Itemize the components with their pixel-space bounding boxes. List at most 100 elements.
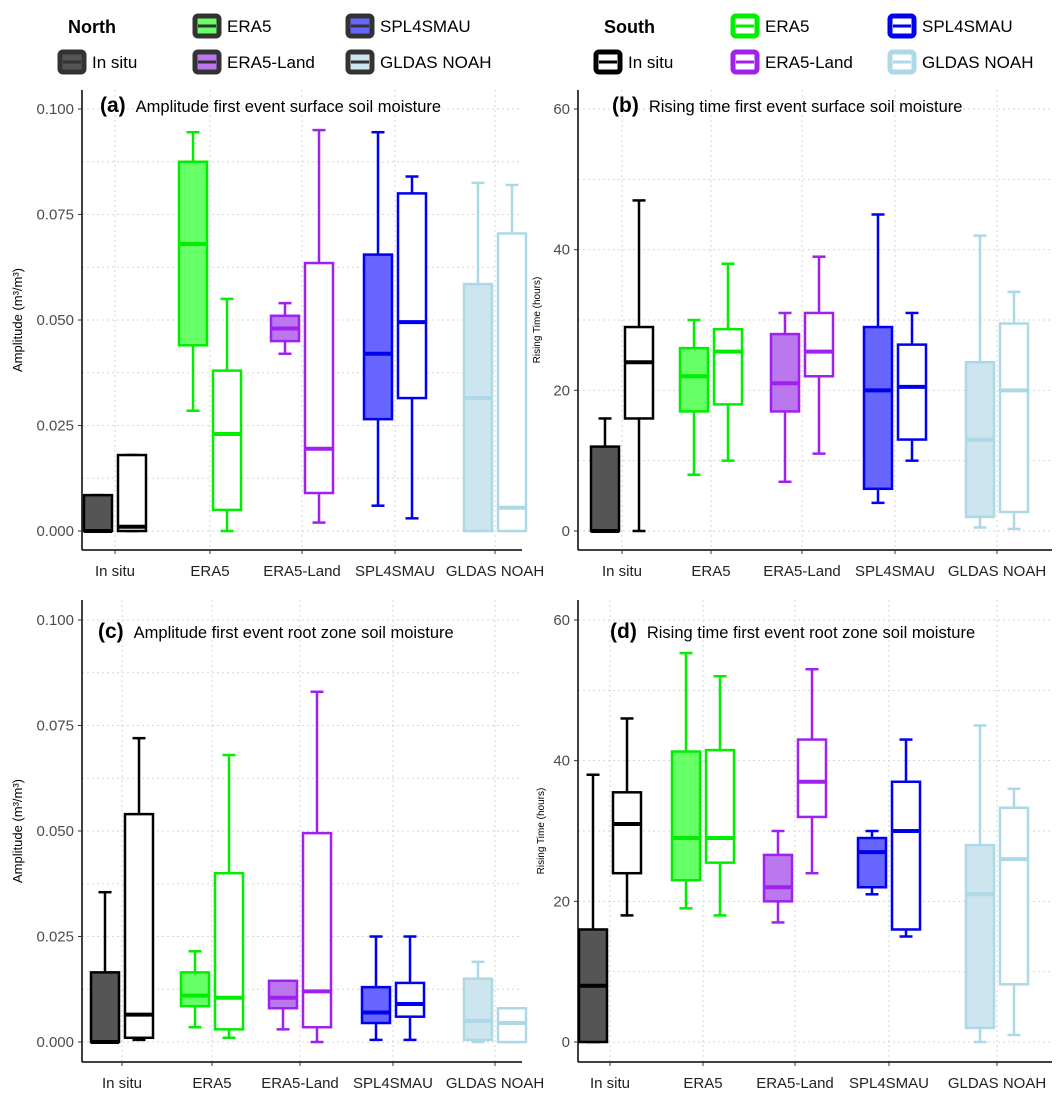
panel-letter: (b) — [612, 94, 639, 117]
box-iqr — [116, 453, 148, 533]
box-south-era5-land — [301, 690, 333, 1044]
legend-entry-era5-land: ERA5-Land — [192, 49, 315, 75]
box-south-era5-land — [796, 667, 828, 875]
box-south-era5 — [712, 262, 744, 462]
legend-label-spl4smau: SPL4SMAU — [380, 17, 471, 36]
y-tick-label: 0 — [562, 1034, 570, 1051]
x-tick-label-era5-land: ERA5-Land — [763, 563, 841, 580]
legend-entry-era5: ERA5 — [730, 13, 809, 39]
x-tick-label-gldas-noah: GLDAS NOAH — [446, 563, 544, 580]
box-iqr — [769, 332, 801, 413]
box-north-spl4smau — [862, 213, 894, 505]
panel-letter: (a) — [100, 94, 126, 117]
panel-a: 0.000 0.025 0.050 0.075 0.100 In situ ERA5 ERA5… — [10, 90, 544, 580]
box-iqr — [396, 192, 428, 400]
box-south-spl4smau — [396, 175, 428, 520]
box-iqr — [998, 806, 1030, 986]
legend-label-spl4smau: SPL4SMAU — [922, 17, 1013, 36]
box-south-era5 — [213, 753, 245, 1040]
panel-b: 0 20 40 60 In situ ERA5 ERA5-Land SPL4SMAU GLDAS… — [532, 90, 1052, 580]
box-iqr — [301, 831, 333, 1029]
y-tick-label: 0.025 — [36, 929, 74, 946]
box-south-era5 — [704, 675, 736, 917]
panel-d: 0 20 40 60 In situ ERA5 ERA5-Land SPL4SMAU GLDAS… — [536, 600, 1052, 1092]
x-tick-label-era5-land: ERA5-Land — [263, 563, 341, 580]
y-axis-label: Amplitude (m³/m³) — [10, 779, 25, 883]
x-tick-label-gldas-noah: GLDAS NOAH — [948, 563, 1046, 580]
box-north-in-situ — [89, 890, 121, 1044]
legend-label-gldas-noah: GLDAS NOAH — [922, 53, 1033, 72]
legend-label-era5: ERA5 — [227, 17, 271, 36]
box-north-era5-land — [267, 979, 299, 1031]
box-iqr — [803, 311, 835, 378]
y-tick-label: 0.025 — [36, 418, 74, 435]
legend-label-gldas-noah: GLDAS NOAH — [380, 53, 491, 72]
box-iqr — [496, 232, 528, 533]
box-iqr — [267, 979, 299, 1010]
x-tick-label-era5: ERA5 — [683, 1075, 722, 1092]
grid — [82, 90, 522, 550]
x-tick-label-in-situ: In situ — [95, 563, 135, 580]
box-iqr — [82, 493, 114, 533]
box-iqr — [856, 836, 888, 889]
panel-title: (b) Rising time first event surface soil … — [612, 94, 962, 117]
box-north-spl4smau — [856, 829, 888, 896]
x-tick-label-in-situ: In situ — [102, 1075, 142, 1092]
box-north-in-situ — [589, 417, 621, 533]
panel-title-text: Rising time first event surface soil moi… — [649, 98, 963, 116]
box-iqr — [796, 738, 828, 819]
box-north-era5 — [179, 950, 211, 1029]
y-tick-label: 0.050 — [36, 823, 74, 840]
legend-south-title: South — [604, 17, 655, 37]
y-tick-label: 0.050 — [36, 312, 74, 329]
y-tick-label: 0.000 — [36, 1034, 74, 1051]
box-south-gldas-noah — [496, 1006, 528, 1044]
box-iqr — [611, 791, 643, 875]
box-iqr — [496, 1006, 528, 1044]
box-south-spl4smau — [394, 935, 426, 1042]
legend-north-title: North — [68, 17, 116, 37]
x-tick-label-spl4smau: SPL4SMAU — [855, 563, 935, 580]
box-north-gldas-noah — [462, 960, 494, 1044]
y-axis-label: Amplitude (m³/m³) — [10, 268, 25, 372]
box-south-gldas-noah — [998, 787, 1030, 1037]
y-tick-label: 0.075 — [36, 207, 74, 224]
legend-entry-in-situ: In situ — [593, 49, 673, 75]
x-tick-label-era5-land: ERA5-Land — [756, 1075, 834, 1092]
panel-title-text: Amplitude first event root zone soil moi… — [134, 624, 454, 642]
box-iqr — [303, 261, 335, 495]
legend-south: South In situ ERA5 ERA5-Land SPL4SMAU GLDAS … — [593, 13, 1033, 75]
box-north-era5-land — [762, 829, 794, 924]
legend-label-in-situ: In situ — [92, 53, 137, 72]
box-iqr — [213, 871, 245, 1031]
legend-entry-era5: ERA5 — [192, 13, 271, 39]
x-tick-label-gldas-noah: GLDAS NOAH — [948, 1075, 1046, 1092]
box-south-in-situ — [623, 199, 655, 533]
panel-c: 0.000 0.025 0.050 0.075 0.100 In situ ERA5 ERA5… — [10, 600, 544, 1092]
x-tick-label-era5: ERA5 — [190, 563, 229, 580]
box-iqr — [623, 325, 655, 420]
box-iqr — [890, 780, 922, 931]
box-iqr — [762, 853, 794, 903]
box-south-era5 — [211, 297, 243, 533]
x-tick-label-era5-land: ERA5-Land — [261, 1075, 339, 1092]
legend-entry-in-situ: In situ — [57, 49, 137, 75]
panel-letter: (d) — [610, 620, 637, 643]
box-south-era5-land — [303, 128, 335, 524]
box-north-era5-land — [269, 301, 301, 356]
box-south-era5-land — [803, 255, 835, 455]
panel-title: (a) Amplitude first event surface soil mo… — [100, 94, 441, 117]
x-tick-label-spl4smau: SPL4SMAU — [353, 1075, 433, 1092]
y-tick-label: 0 — [562, 523, 570, 540]
y-tick-label: 20 — [553, 893, 570, 910]
legend-label-in-situ: In situ — [628, 53, 673, 72]
box-iqr — [462, 282, 494, 533]
panel-title: (c) Amplitude first event root zone soil … — [98, 620, 454, 643]
box-north-era5 — [177, 130, 209, 412]
x-tick-label-spl4smau: SPL4SMAU — [849, 1075, 929, 1092]
box-north-spl4smau — [362, 130, 394, 507]
box-iqr — [177, 160, 209, 347]
panel-title: (d) Rising time first event root zone soi… — [610, 620, 975, 643]
x-tick-label-spl4smau: SPL4SMAU — [355, 563, 435, 580]
